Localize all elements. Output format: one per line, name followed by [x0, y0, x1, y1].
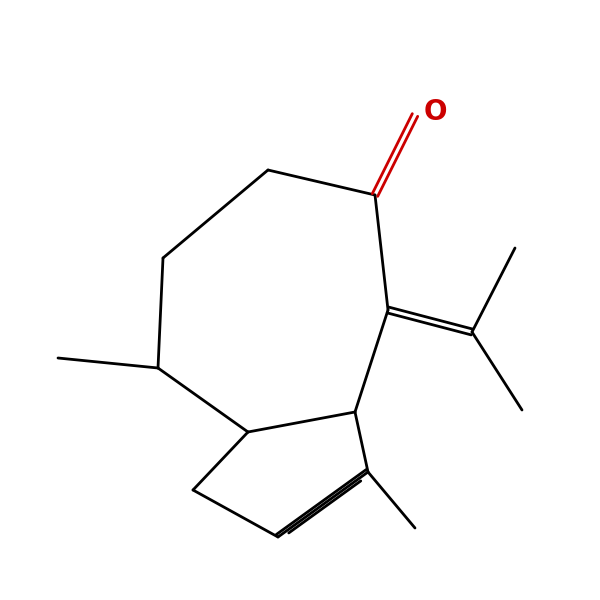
Text: O: O — [424, 98, 448, 126]
